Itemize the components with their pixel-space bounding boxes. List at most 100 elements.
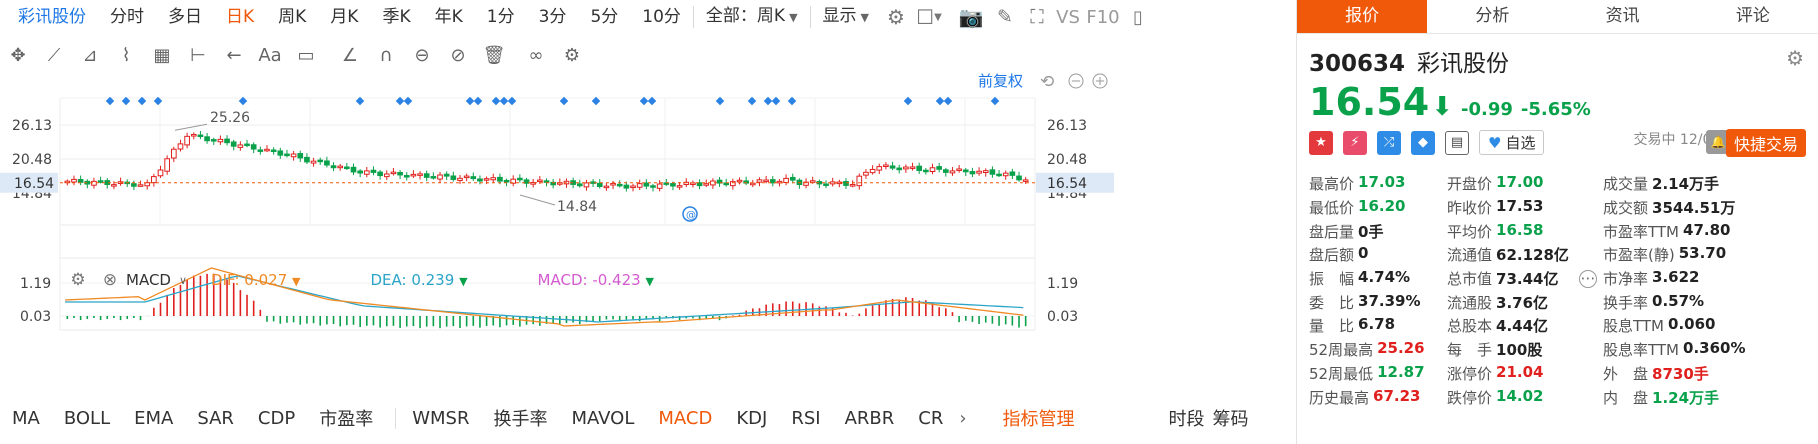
period-tab-2[interactable]: 日K (226, 7, 255, 27)
quote-value: 67.23 (1373, 386, 1421, 405)
settings-icon[interactable]: ⚙ (887, 5, 905, 29)
period-select[interactable]: 全部：周K ▼ (705, 6, 798, 26)
quote-key: 市盈率TTM (1603, 222, 1680, 241)
stock-name-tab[interactable]: 彩讯股份 (18, 7, 86, 27)
period-tab-3[interactable]: 周K (278, 7, 307, 27)
adjust-toggle: 前复权 (978, 72, 1023, 90)
price-tag-right (1036, 172, 1114, 193)
candle-body (277, 150, 284, 156)
quote-cell: 涨停价 21.04 (1447, 363, 1603, 384)
candle-body (916, 165, 923, 171)
period-tab-4[interactable]: 月K (330, 7, 359, 27)
note-icon[interactable]: ▤ (1445, 130, 1469, 155)
indicator-tab-11[interactable]: RSI (791, 407, 821, 429)
info-marker-icon: @ (686, 210, 696, 221)
link-icon[interactable]: ∞ (528, 44, 544, 66)
more-icon[interactable]: ⋯ (1579, 268, 1597, 288)
period-tab-8[interactable]: 3分 (538, 7, 567, 27)
arrow-tool-icon[interactable]: ← (226, 44, 242, 66)
chevron-down-icon[interactable]: ∨ (178, 273, 188, 287)
gear-icon[interactable]: ⚙ (1786, 46, 1804, 70)
period-tab-5[interactable]: 季K (382, 7, 411, 27)
quote-cell: 历史最高 67.23 (1297, 387, 1447, 408)
sidebar-toggle-icon[interactable]: ▯ (1133, 6, 1143, 28)
period-tab-10[interactable]: 10分 (642, 7, 681, 27)
period-tab-1[interactable]: 多日 (168, 7, 202, 27)
dif-value: DIF: 0.027 ▼ (211, 271, 301, 289)
period-tab-7[interactable]: 1分 (486, 7, 515, 27)
caret-down-icon: ▼ (292, 275, 301, 288)
fib-tool-icon[interactable]: ▦ (153, 44, 171, 66)
indicator-management-button[interactable]: 指标管理 (1002, 409, 1075, 430)
candle-body (543, 180, 550, 183)
indicator-tab-6[interactable]: WMSR (395, 407, 481, 429)
arrow-down-icon: ⬇ (1431, 92, 1453, 122)
quote-grid: 最高价 17.03 开盘价 17.00 成交量 2.14万手 最低价 16.20 昨收价 17.5… (1297, 172, 1818, 409)
indicator-tab-13[interactable]: CR (918, 407, 944, 429)
indicator-tab-1[interactable]: BOLL (63, 407, 111, 429)
shuffle-icon[interactable]: ⤮ (1377, 130, 1401, 155)
indicator-settings-icon[interactable]: ⚙ (70, 270, 86, 290)
color-box-icon[interactable]: ☐ ▼ (916, 5, 942, 29)
quote-key: 外 盘 (1603, 364, 1649, 383)
magnet-icon[interactable]: ∩ (379, 44, 393, 66)
time-period-button[interactable]: 时段 (1168, 409, 1205, 430)
event-marker (465, 96, 475, 106)
indicator-name[interactable]: MACD (126, 271, 171, 289)
add-watchlist-button[interactable]: ♥ 自选 (1479, 130, 1545, 155)
indicator-tab-9[interactable]: MACD (658, 407, 713, 429)
display-dropdown[interactable]: 显示 ▼ (822, 6, 869, 26)
indicator-tab-2[interactable]: EMA (134, 407, 174, 429)
indicator-tab-5[interactable]: 市盈率 (319, 409, 374, 430)
polyline-tool-icon[interactable]: ⊿ (82, 44, 98, 66)
text-tool-icon[interactable]: Aa (258, 44, 282, 66)
indicator-tab-0[interactable]: MA (12, 407, 40, 429)
vs-button[interactable]: VS (1056, 6, 1080, 28)
indicator-tab-7[interactable]: 换手率 (493, 409, 548, 430)
period-tab-6[interactable]: 年K (434, 7, 463, 27)
drawing-toolbar: ✥ ⟋ ⊿ ⌇ ▦ ⊢ ← Aa ▭ ∠ ∩ ⊖ ⊘ 🗑 ∞ ⚙ (0, 38, 700, 72)
chip-distribution-button[interactable]: 筹码 (1212, 409, 1249, 430)
period-tab-0[interactable]: 分时 (110, 7, 144, 27)
move-icon[interactable]: ✥ (10, 44, 26, 66)
candle-body (304, 156, 310, 163)
period-tab-9[interactable]: 5分 (590, 7, 619, 27)
line-tool-icon[interactable]: ⟋ (47, 44, 61, 66)
indicator-tab-4[interactable]: CDP (257, 407, 296, 429)
candle-body (809, 180, 816, 183)
chevron-right-icon[interactable]: › (959, 407, 967, 429)
quote-row: 历史最高 67.23 跌停价 14.02 内 盘 1.24万手 (1297, 385, 1818, 409)
quote-value: 2.14万手 (1652, 175, 1720, 194)
indicator-tab-3[interactable]: SAR (197, 407, 234, 429)
range-tool-icon[interactable]: ⊢ (190, 44, 206, 66)
trash-icon[interactable]: 🗑 (482, 44, 506, 66)
candle-body (703, 183, 710, 186)
comment-tool-icon[interactable]: ▭ (297, 44, 315, 66)
alert-icon[interactable]: ⚡ (1343, 130, 1367, 155)
panel-tab-3[interactable]: 评论 (1735, 6, 1770, 26)
panel-tab-1[interactable]: 分析 (1475, 6, 1510, 26)
indicator-tab-8[interactable]: MAVOL (571, 407, 635, 429)
draw-settings-icon[interactable]: ⚙ (563, 44, 581, 66)
candle-body (450, 175, 457, 180)
divider (809, 6, 811, 28)
close-icon[interactable]: ⊗ (102, 270, 118, 290)
pencil-icon[interactable]: ✎ (997, 6, 1013, 28)
wave-tool-icon[interactable]: ⌇ (121, 44, 131, 66)
macd-tick-left: 0.03 (20, 309, 51, 325)
indicator-tab-12[interactable]: ARBR (844, 407, 895, 429)
f10-button[interactable]: F10 (1086, 6, 1120, 28)
candle-body (477, 178, 483, 182)
tag-icon[interactable]: ◆ (1411, 130, 1435, 155)
panel-tab-0[interactable]: 报价 (1297, 0, 1428, 33)
flag-icon[interactable]: ★ (1309, 130, 1333, 155)
angle-tool-icon[interactable]: ∠ (341, 44, 359, 66)
fullscreen-icon[interactable]: ⛶ (1030, 6, 1044, 28)
hide-drawings-icon[interactable]: ⊖ (414, 44, 430, 66)
indicator-tab-10[interactable]: KDJ (736, 407, 768, 429)
panel-tab-2[interactable]: 资讯 (1605, 6, 1640, 26)
quick-trade-button[interactable]: 快捷交易 (1725, 129, 1806, 157)
visibility-icon[interactable]: ⊘ (450, 44, 466, 66)
camera-icon[interactable]: 📷 (958, 5, 984, 29)
